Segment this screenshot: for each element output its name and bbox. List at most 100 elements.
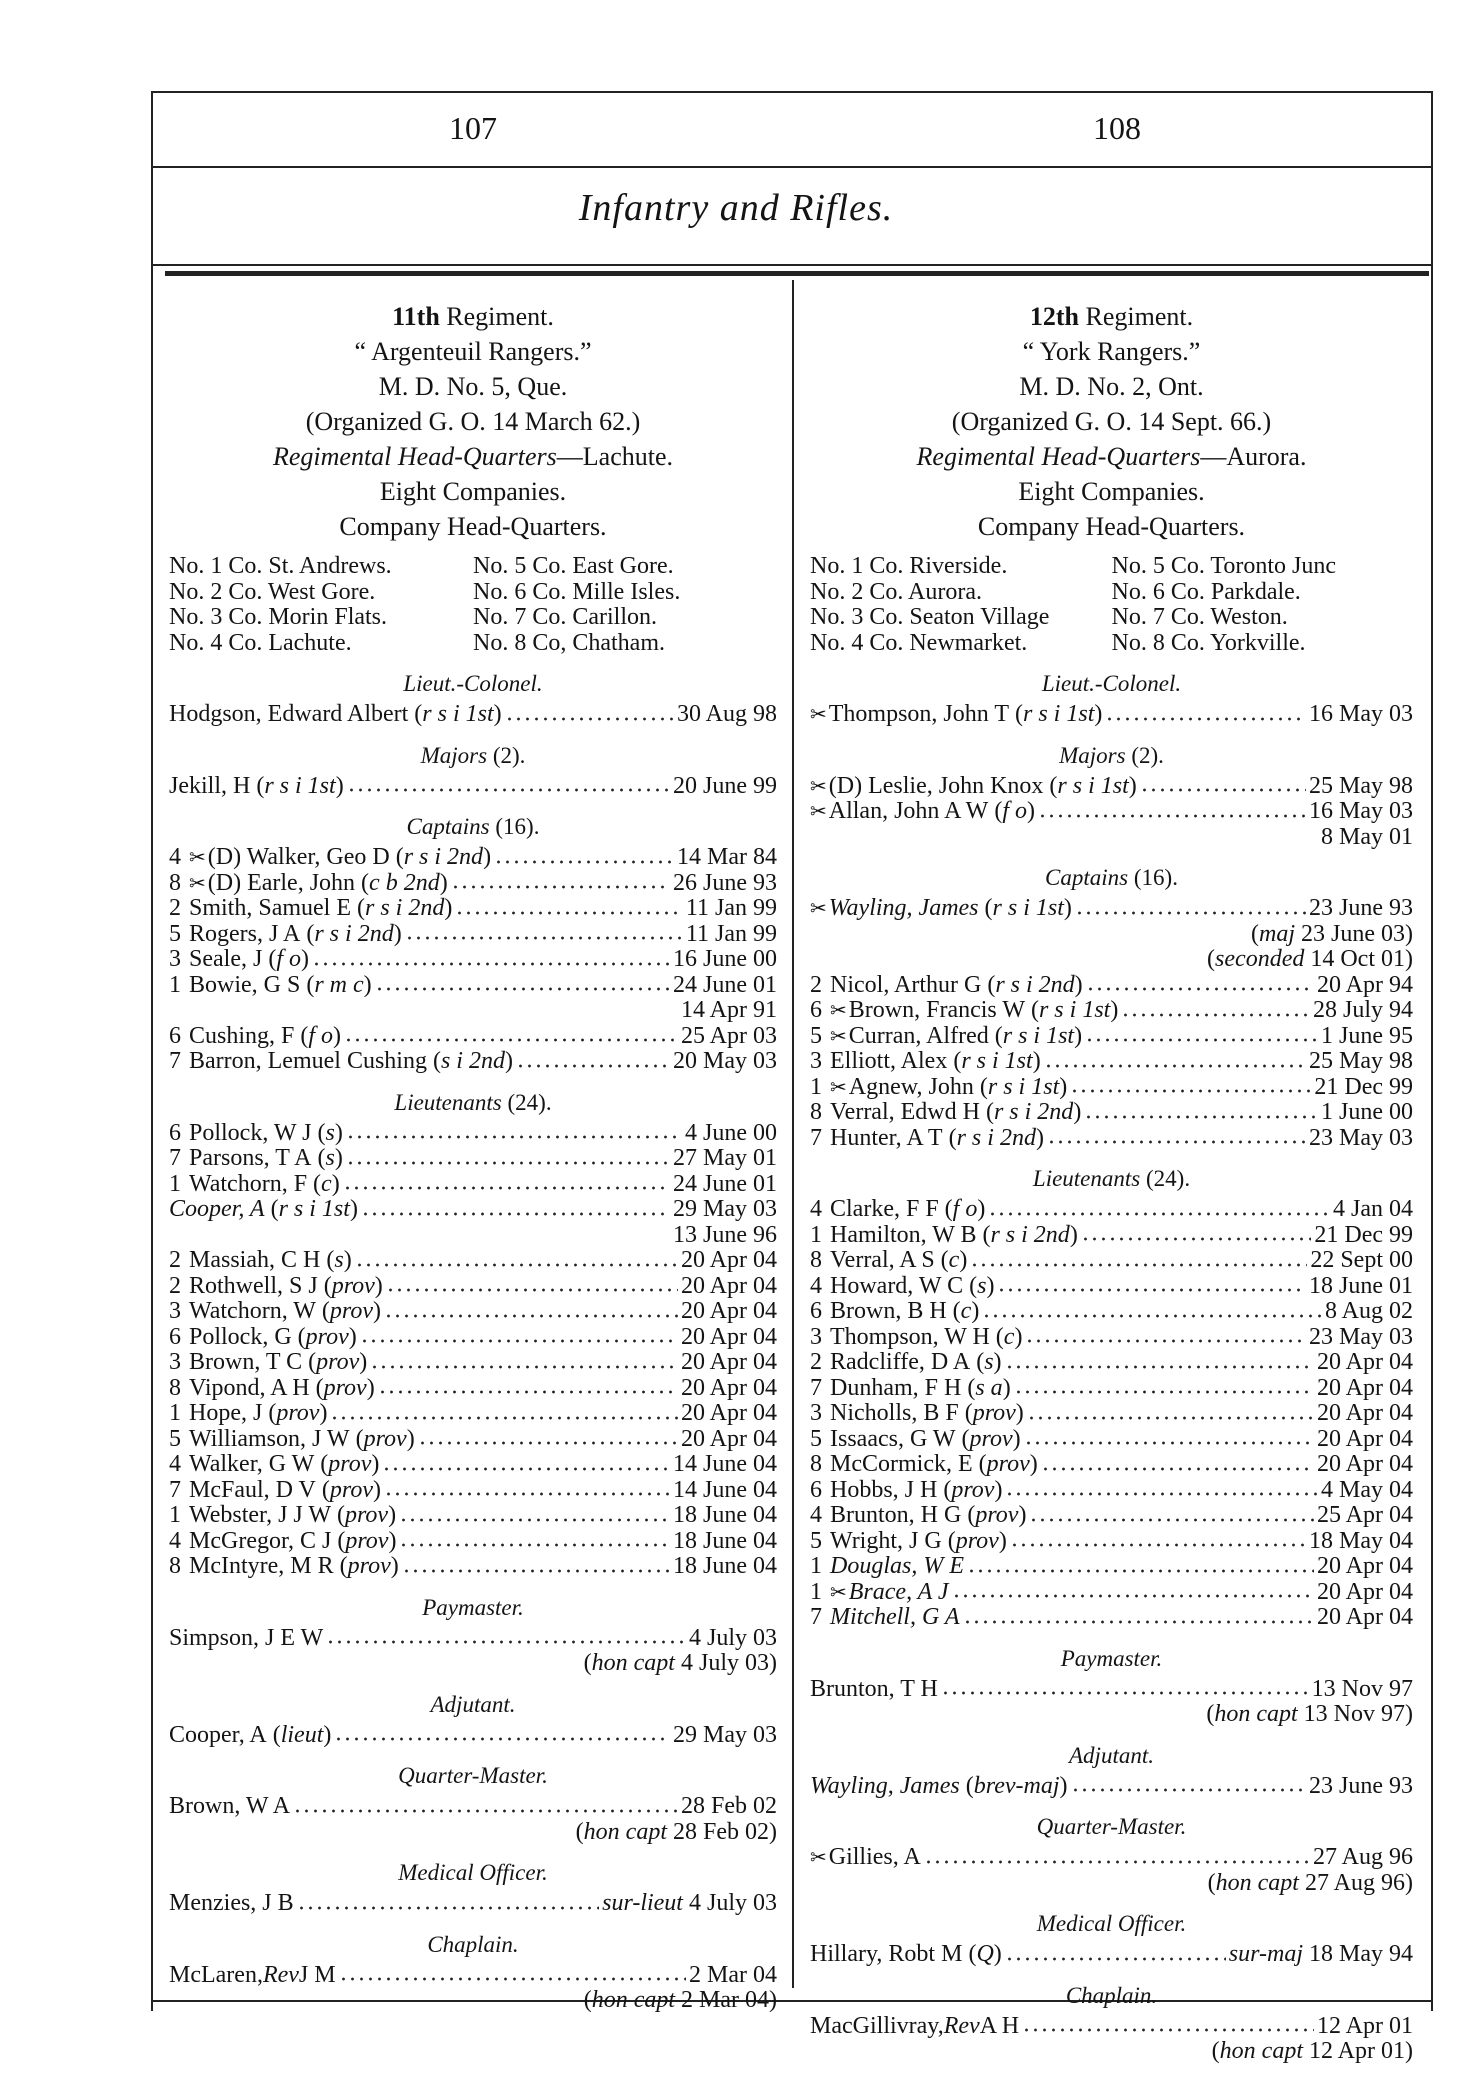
commission-date: 23 May 03 — [1309, 1323, 1413, 1350]
officer-row: 7 Mitchell, G A 20 Apr 04 — [810, 1604, 1413, 1631]
officer-row: Wayling, James (brev-maj) 23 June 93 — [810, 1772, 1413, 1799]
company-item: No. 4 Co. Lachute. — [169, 629, 352, 656]
note-label: hon capt — [1214, 1701, 1298, 1727]
dot-leader — [377, 1389, 678, 1395]
qualification: r m c — [314, 971, 364, 998]
military-district: M. D. No. 5, Que. — [378, 372, 568, 401]
page-number-left: 107 — [449, 110, 497, 146]
dot-leader — [1004, 1955, 1226, 1962]
crossed-swords-icon: ✂ — [830, 1023, 847, 1048]
commission-date: 20 Apr 04 — [1317, 1553, 1413, 1579]
company-number: 7 — [810, 1604, 822, 1630]
section-title: Majors — [420, 742, 488, 768]
officer-given: J M — [298, 1961, 336, 1988]
company-number: 4 — [169, 844, 181, 870]
company-number: 4 — [169, 1527, 181, 1554]
note-date: 4 July 03 — [680, 1650, 769, 1676]
commission-date: 20 Apr 04 — [1317, 1425, 1413, 1452]
officer-name: Bowie, G S — [189, 971, 301, 998]
regimental-hq-label: Regimental Head-Quarters — [916, 442, 1201, 471]
commission-date: 20 Apr 04 — [681, 1349, 777, 1375]
officer-note: (hon capt 13 Nov 97) — [1206, 1701, 1413, 1727]
section-title: Chaplain. — [427, 1931, 519, 1957]
commission-date: 20 Apr 04 — [1317, 1374, 1413, 1401]
regiment-number: 12th — [1029, 302, 1080, 331]
officer-note: (hon capt 12 Apr 01) — [1211, 2038, 1413, 2064]
section-title: Paymaster. — [422, 1594, 524, 1620]
regiment-11th-column: 11th Regiment. “ Argenteuil Rangers.” M. D… — [169, 299, 777, 2014]
dot-leader — [455, 909, 683, 916]
company-item: No. 4 Co. Newmarket. — [810, 629, 1028, 656]
commission-date: 1 June 95 — [1321, 1022, 1413, 1049]
officer-name: Howard, W C — [830, 1272, 964, 1299]
qualification: r s i 1st — [1023, 701, 1095, 727]
section-title: Majors — [1059, 742, 1126, 768]
regimental-hq-place: —Lachute. — [556, 442, 673, 471]
officer-row: 7 Hunter, A T (r s i 2nd) 23 May 03 — [810, 1124, 1413, 1151]
military-district: M. D. No. 2, Ont. — [1019, 372, 1204, 401]
note-label: hon capt — [1219, 2038, 1303, 2064]
officer-name: Jekill, H — [169, 772, 251, 799]
commission-date: 20 Apr 04 — [1317, 1451, 1413, 1477]
note-date: 2 Mar 04 — [681, 1987, 769, 2013]
company-number: 1 — [169, 1170, 181, 1197]
qualification: prov — [316, 1349, 360, 1375]
company-number: 7 — [169, 1048, 181, 1074]
qualification: r s i 2nd — [993, 1099, 1074, 1125]
qualification: r s i 1st — [987, 1073, 1060, 1100]
officer-name: Watchorn, W — [189, 1298, 316, 1324]
company-list: No. 1 Co. Riverside. No. 5 Co. Toronto Ju… — [810, 553, 1413, 656]
commission-date: 2 Mar 04 — [689, 1961, 777, 1988]
commission-date: 1 June 00 — [1321, 1099, 1413, 1125]
officer-name: Vipond, A H — [189, 1374, 310, 1401]
officer-name: Verral, Edwd H — [830, 1099, 980, 1125]
company-hq-heading: Company Head-Quarters. — [977, 512, 1246, 541]
dot-leader — [370, 1363, 678, 1370]
commission-date: 29 May 03 — [673, 1196, 777, 1222]
officer-row: 7 McFaul, D V (prov) 14 June 04 — [169, 1476, 777, 1503]
company-number: 8 — [810, 1099, 822, 1125]
dot-leader — [997, 1287, 1306, 1293]
company-number: 1 — [169, 1400, 181, 1426]
commission-date: 18 June 04 — [673, 1502, 777, 1528]
regiment-title: 11th Regiment. — [169, 299, 777, 334]
officer-row: 8 ✂ (D) Earle, John (c b 2nd) 26 June 93 — [169, 869, 777, 896]
officer-row: Simpson, J E W 4 July 03 — [169, 1625, 777, 1652]
qualification: prov — [345, 1527, 389, 1554]
officer-row: ✂ Allan, John A W (f o) 16 May 03 — [810, 798, 1413, 824]
dot-leader — [1085, 986, 1314, 992]
dot-leader — [504, 715, 674, 722]
qualification: s i 2nd — [440, 1048, 505, 1074]
company-hq-heading: Company Head-Quarters. — [339, 512, 607, 541]
dot-leader — [338, 1976, 687, 1982]
commission-date: 20 Apr 04 — [681, 1323, 777, 1350]
qualification: f o — [952, 1196, 978, 1222]
dot-leader — [494, 858, 675, 865]
dot-leader — [401, 1567, 670, 1574]
officer-name: Cooper, A — [169, 1721, 267, 1748]
officer-row: ✂ Wayling, James (r s i 1st) 23 June 93 — [810, 895, 1413, 921]
dot-leader — [382, 1465, 670, 1472]
qualification: prov — [329, 1476, 373, 1503]
qualification: prov — [276, 1400, 320, 1426]
officer-row: 4 ✂ (D) Walker, Geo D (r s i 2nd) 14 Mar 84 — [169, 844, 777, 870]
companies-count: Eight Companies. — [379, 477, 567, 506]
officer-name: McGregor, C J — [189, 1527, 332, 1554]
officer-row: 1 ✂ Agnew, John (r s i 1st) 21 Dec 99 — [810, 1073, 1413, 1100]
officer-name: Hillary, Robt M — [810, 1941, 963, 1967]
dot-leader — [1005, 1491, 1318, 1497]
qualification: r s i 2nd — [314, 920, 394, 947]
commission-date: 25 May 98 — [1309, 772, 1413, 799]
officer-name: Clarke, F F — [830, 1196, 939, 1222]
dot-leader — [342, 1185, 670, 1191]
officer-name: Thompson, W H — [830, 1323, 990, 1350]
commission-date: 11 Jan 99 — [685, 920, 777, 947]
section-count: (24). — [1140, 1166, 1191, 1191]
officer-name: Hunter, A T — [830, 1124, 943, 1151]
dot-leader — [1023, 1440, 1314, 1446]
company-item: No. 7 Co. Weston. — [1111, 604, 1288, 630]
commission-date: 22 Sept 00 — [1310, 1247, 1413, 1273]
officer-row: ✂ (D) Leslie, John Knox (r s i 1st) 25 May… — [810, 772, 1413, 799]
crossed-swords-icon: ✂ — [189, 845, 206, 869]
commission-date: 27 Aug 96 — [1312, 1844, 1413, 1870]
